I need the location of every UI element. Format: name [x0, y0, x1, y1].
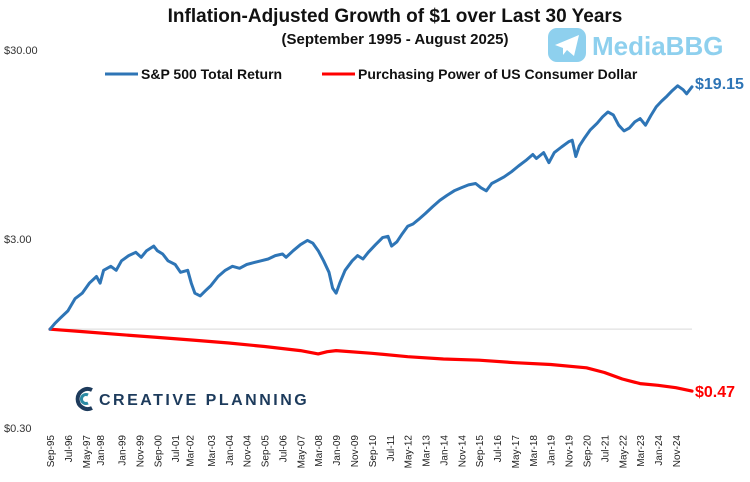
x-tick-label: Jan-09: [332, 435, 343, 466]
chart-title: Inflation-Adjusted Growth of $1 over Las…: [168, 6, 623, 27]
x-tick-label: Mar-13: [422, 435, 433, 467]
x-axis: Sep-95 Jul-96 May-97 Jan-98 Jan-99 Nov-99 Sep-…: [46, 435, 683, 469]
brand-logo: CREATIVE PLANNING: [75, 387, 309, 411]
end-label-cpi: $0.47: [695, 384, 735, 401]
x-tick-label: Jan-99: [118, 435, 129, 466]
x-tick-label: Mar-08: [314, 435, 325, 467]
x-tick-label: May-12: [404, 435, 415, 469]
x-tick-label: Jan-14: [439, 435, 450, 466]
brand-mark-accent-icon: [80, 393, 89, 405]
y-tick-label: $3.00: [4, 234, 32, 246]
legend: S&P 500 Total Return Purchasing Power of…: [105, 66, 638, 82]
y-tick-label: $30.00: [4, 45, 38, 57]
x-tick-label: Jul-06: [278, 435, 289, 463]
x-tick-label: Jan-04: [225, 435, 236, 466]
x-tick-label: May-07: [296, 435, 307, 469]
chart-subtitle: (September 1995 - August 2025): [281, 31, 508, 48]
telegram-plane-icon: [555, 35, 579, 56]
x-tick-label: Mar-03: [207, 435, 218, 467]
x-tick-label: Jul-01: [171, 435, 182, 463]
x-tick-label: Nov-04: [243, 435, 254, 468]
x-tick-label: Jan-24: [654, 435, 665, 466]
watermark-logo: MediaBBG: [548, 28, 723, 62]
x-tick-label: Nov-14: [457, 435, 468, 468]
series-line-cpi: [48, 327, 694, 393]
x-tick-label: Nov-19: [565, 435, 576, 468]
series-line-spx: [48, 84, 694, 331]
x-tick-label: Nov-09: [350, 435, 361, 468]
x-tick-label: Mar-18: [529, 435, 540, 467]
legend-label-cpi: Purchasing Power of US Consumer Dollar: [358, 66, 638, 82]
x-tick-label: Nov-99: [135, 435, 146, 468]
legend-label-spx: S&P 500 Total Return: [141, 66, 282, 82]
x-tick-label: Jul-11: [386, 435, 397, 462]
end-label-spx: $19.15: [695, 76, 744, 93]
x-tick-label: Sep-10: [368, 435, 379, 468]
x-tick-label: Sep-00: [153, 435, 164, 468]
x-tick-label: Jul-96: [64, 435, 75, 463]
x-tick-label: Jan-19: [547, 435, 558, 466]
x-tick-label: Sep-05: [261, 435, 272, 468]
x-tick-label: Mar-02: [185, 435, 196, 467]
x-tick-label: Sep-20: [582, 435, 593, 468]
y-axis: $30.00 $3.00 $0.30: [4, 45, 38, 435]
x-tick-label: Sep-15: [475, 435, 486, 468]
x-tick-label: Jul-16: [493, 435, 504, 463]
brand-mark-icon: [75, 387, 93, 411]
x-tick-label: Jul-21: [600, 435, 611, 463]
x-tick-label: May-17: [511, 435, 522, 469]
brand-text: CREATIVE PLANNING: [99, 392, 309, 409]
x-tick-label: May-22: [618, 435, 629, 469]
y-tick-label: $0.30: [4, 423, 32, 435]
watermark-text: MediaBBG: [592, 31, 723, 61]
x-tick-label: Nov-24: [672, 435, 683, 468]
x-tick-label: May-97: [82, 435, 93, 469]
x-tick-label: Sep-95: [46, 435, 57, 468]
x-tick-label: Mar-23: [636, 435, 647, 467]
x-tick-label: Jan-98: [96, 435, 107, 466]
